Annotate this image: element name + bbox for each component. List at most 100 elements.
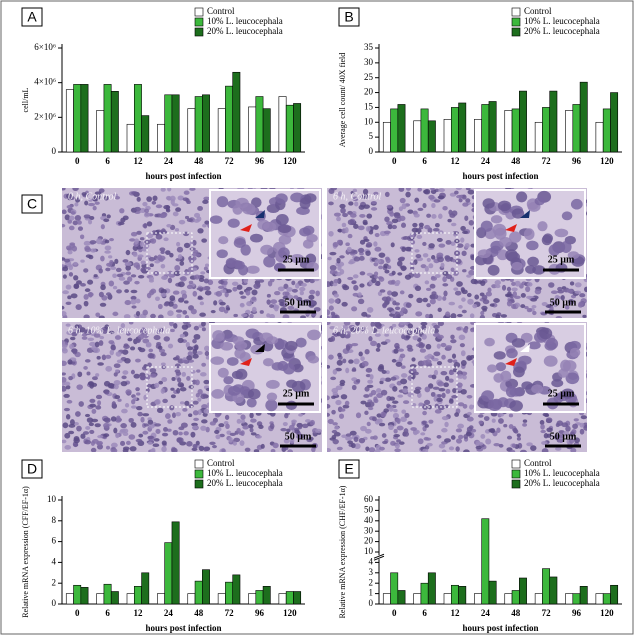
cell bbox=[445, 255, 452, 262]
cell bbox=[422, 241, 427, 247]
cell bbox=[407, 392, 414, 398]
cell bbox=[240, 295, 247, 299]
cell bbox=[169, 252, 174, 258]
cell bbox=[407, 323, 414, 329]
cell bbox=[282, 295, 289, 300]
cell bbox=[554, 294, 560, 301]
cell bbox=[417, 438, 424, 445]
cell bbox=[511, 281, 516, 286]
cell bbox=[584, 286, 587, 293]
cell bbox=[89, 398, 96, 403]
cell bbox=[304, 419, 311, 423]
cell bbox=[128, 434, 136, 440]
cell bbox=[419, 348, 427, 353]
cell bbox=[154, 423, 162, 427]
cell bbox=[121, 408, 128, 414]
cell bbox=[115, 433, 120, 439]
cell bbox=[197, 397, 202, 402]
cell bbox=[106, 262, 113, 267]
cell bbox=[178, 219, 186, 225]
cell bbox=[161, 446, 167, 452]
cell bbox=[461, 297, 466, 302]
cell bbox=[183, 271, 191, 276]
cell bbox=[407, 421, 413, 425]
cell bbox=[174, 265, 181, 271]
cell bbox=[75, 197, 81, 203]
roi-box bbox=[411, 366, 458, 408]
cell bbox=[77, 226, 84, 231]
cell bbox=[340, 408, 346, 412]
bar bbox=[110, 591, 119, 605]
legend-label: 10% L. leucocephala bbox=[207, 16, 283, 26]
cell bbox=[426, 442, 433, 447]
cell bbox=[393, 428, 398, 434]
bar bbox=[397, 104, 406, 153]
y-tick-label: 10 bbox=[47, 494, 57, 504]
cell bbox=[353, 223, 359, 229]
cell bbox=[147, 419, 154, 425]
cell bbox=[525, 286, 531, 293]
cell bbox=[360, 425, 367, 432]
cell bbox=[328, 354, 334, 360]
x-tick-label: 48 bbox=[194, 156, 204, 166]
inset-cell bbox=[525, 265, 536, 274]
cell bbox=[568, 298, 575, 305]
cell bbox=[308, 299, 315, 306]
cell bbox=[433, 351, 441, 357]
cell bbox=[266, 313, 271, 318]
cell bbox=[126, 330, 131, 336]
cell bbox=[351, 377, 358, 382]
legend-label: 10% L. leucocephala bbox=[207, 468, 283, 478]
cell bbox=[450, 313, 457, 318]
inset-cell bbox=[509, 387, 523, 397]
cell bbox=[506, 435, 513, 440]
cell bbox=[114, 369, 120, 373]
cell bbox=[401, 203, 407, 210]
cell bbox=[365, 367, 373, 373]
cell bbox=[186, 218, 193, 223]
cell bbox=[84, 288, 91, 293]
cell bbox=[417, 207, 424, 211]
y-tick-label: 60 bbox=[364, 494, 374, 504]
cell bbox=[188, 385, 194, 389]
cell bbox=[425, 343, 432, 350]
arrow bbox=[520, 210, 530, 218]
cell bbox=[160, 362, 166, 366]
cell bbox=[163, 205, 171, 210]
legend-swatch bbox=[511, 17, 521, 27]
cell bbox=[489, 303, 495, 307]
cell bbox=[98, 188, 105, 193]
cell bbox=[408, 293, 414, 299]
cell bbox=[352, 292, 359, 297]
cell bbox=[329, 326, 336, 330]
inset-cell bbox=[286, 379, 298, 388]
cell bbox=[181, 371, 187, 377]
cell bbox=[66, 245, 72, 251]
cell bbox=[458, 305, 463, 309]
cell bbox=[214, 411, 221, 418]
cell bbox=[456, 243, 464, 248]
cell bbox=[176, 387, 181, 394]
cell bbox=[374, 282, 380, 286]
cell bbox=[356, 378, 361, 383]
legend-swatch bbox=[511, 479, 521, 489]
cell bbox=[496, 427, 501, 433]
cell bbox=[218, 423, 225, 428]
cell bbox=[97, 194, 102, 200]
cell bbox=[378, 252, 386, 258]
cell bbox=[122, 428, 129, 434]
cell bbox=[89, 403, 97, 408]
cell bbox=[414, 197, 420, 203]
cell bbox=[177, 281, 185, 288]
cell bbox=[445, 375, 450, 381]
cell bbox=[456, 382, 463, 388]
x-axis-label: hours post infection bbox=[145, 171, 221, 181]
cell bbox=[167, 277, 173, 284]
cell bbox=[111, 346, 116, 351]
inset-cell bbox=[220, 341, 234, 351]
cell bbox=[125, 249, 131, 256]
cell bbox=[83, 366, 88, 370]
cell bbox=[380, 341, 388, 345]
cell bbox=[103, 422, 110, 429]
cell bbox=[189, 188, 196, 191]
